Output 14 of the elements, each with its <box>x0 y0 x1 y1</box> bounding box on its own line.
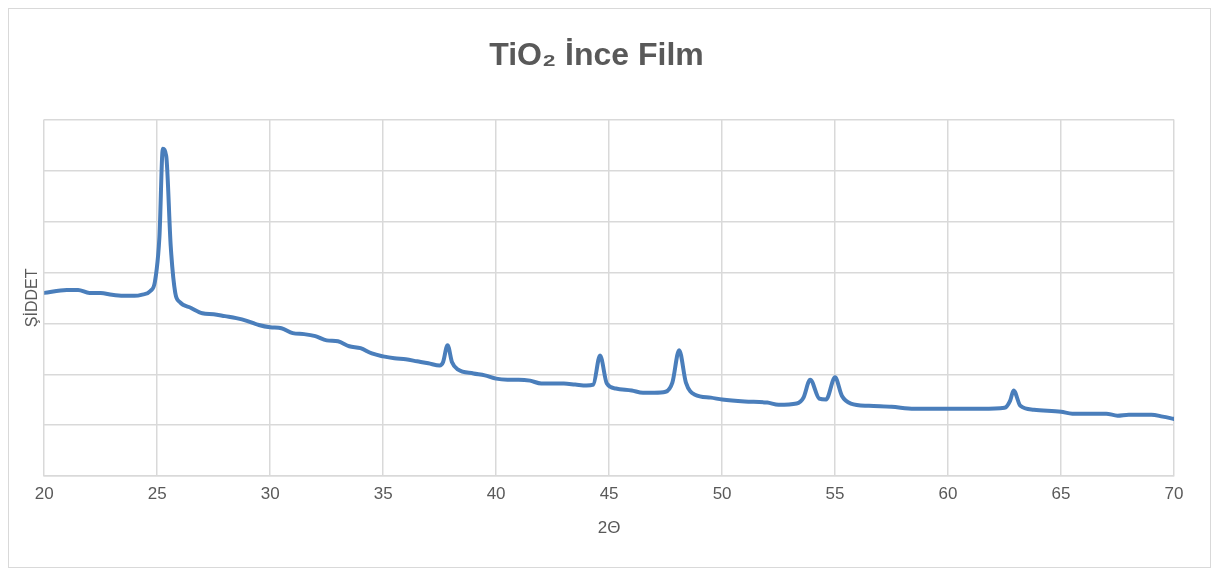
x-tick-label: 30 <box>260 484 280 504</box>
x-axis-title: 2Θ <box>597 518 621 538</box>
x-tick-label: 65 <box>1051 484 1071 504</box>
x-tick-label: 70 <box>1164 484 1184 504</box>
chart-title: TiO₂ İnce Film <box>489 36 704 73</box>
x-tick-label: 40 <box>486 484 506 504</box>
x-tick-label: 50 <box>712 484 732 504</box>
x-tick-label: 25 <box>147 484 167 504</box>
x-tick-label: 55 <box>825 484 845 504</box>
y-axis-title: ŞİDDET <box>22 268 41 328</box>
x-tick-label: 45 <box>599 484 619 504</box>
x-tick-label: 35 <box>373 484 393 504</box>
x-tick-label: 60 <box>938 484 958 504</box>
x-tick-label: 20 <box>34 484 54 504</box>
